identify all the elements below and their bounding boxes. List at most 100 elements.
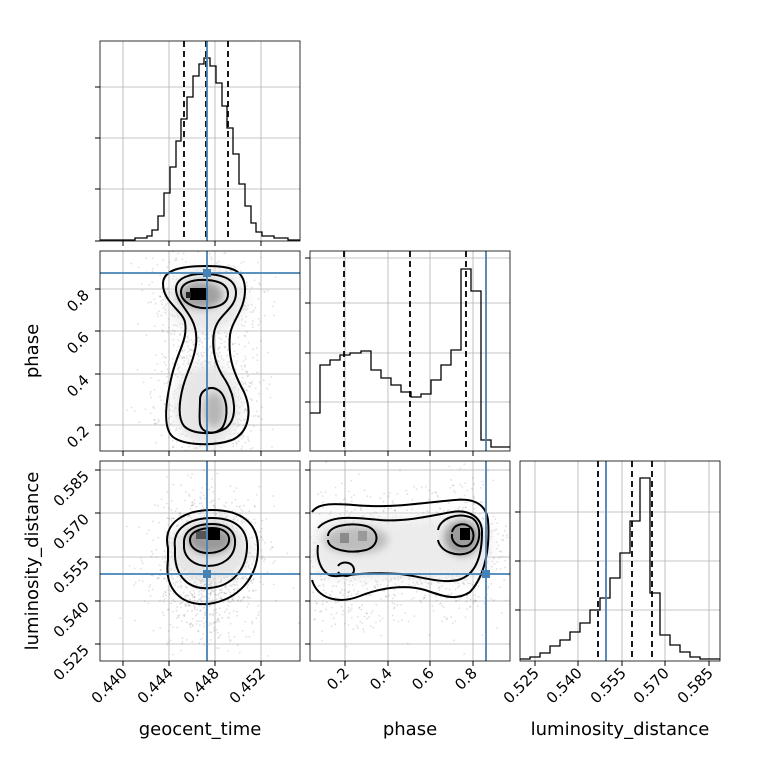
sample-point: [244, 408, 247, 410]
sample-point: [303, 620, 305, 622]
sample-point: [240, 401, 243, 404]
sample-point: [217, 360, 220, 362]
sample-point: [240, 448, 243, 450]
sample-point: [362, 628, 365, 631]
sample-point: [193, 605, 196, 608]
y-ticks-hidden: [305, 257, 310, 403]
sample-point: [199, 624, 201, 626]
sample-point: [415, 582, 418, 584]
tick-label: 0.4: [366, 664, 396, 694]
sample-point: [463, 653, 466, 655]
sample-point: [180, 518, 183, 521]
sample-point: [149, 377, 152, 379]
sample-point: [266, 571, 269, 574]
sample-point: [245, 529, 248, 532]
sample-point: [449, 487, 452, 489]
sample-point: [219, 597, 222, 599]
sample-point: [304, 580, 306, 582]
sample-point: [232, 265, 235, 267]
sample-point: [217, 594, 220, 597]
sample-point: [331, 590, 333, 593]
sample-point: [175, 609, 178, 612]
sample-point: [215, 513, 217, 515]
sample-point: [453, 490, 455, 492]
tick-label: 0.570: [50, 510, 93, 553]
sample-point: [355, 593, 357, 595]
sample-point: [300, 594, 302, 596]
sample-point: [148, 586, 151, 588]
sample-point: [232, 445, 235, 448]
sample-point: [495, 568, 498, 571]
sample-point: [244, 345, 246, 348]
sample-point: [190, 505, 193, 507]
sample-point: [270, 376, 273, 378]
sample-point: [215, 598, 218, 600]
sample-point: [219, 589, 222, 592]
sample-point: [384, 577, 387, 580]
sample-point: [126, 409, 128, 411]
sample-point: [224, 592, 227, 595]
sample-point: [321, 630, 324, 633]
sample-point: [357, 616, 359, 618]
sample-point: [247, 584, 250, 586]
sample-point: [169, 590, 172, 592]
sample-point: [458, 607, 461, 609]
sample-point: [353, 494, 355, 496]
sample-point: [198, 512, 201, 515]
sample-point: [191, 593, 194, 596]
sample-point: [185, 357, 188, 360]
tick-label: 0.555: [587, 664, 630, 707]
sample-point: [243, 520, 246, 523]
sample-point: [481, 501, 484, 503]
sample-point: [164, 340, 167, 343]
sample-point: [250, 286, 253, 289]
sample-point: [199, 589, 202, 591]
sample-point: [193, 246, 195, 248]
sample-point: [208, 643, 211, 645]
sample-point: [258, 381, 261, 384]
sample-point: [193, 502, 196, 505]
sample-point: [209, 594, 212, 597]
sample-point: [255, 617, 258, 620]
sample-point: [464, 616, 467, 619]
sample-point: [445, 587, 448, 590]
sample-point: [447, 593, 450, 596]
sample-point: [454, 491, 457, 494]
sample-point: [189, 623, 192, 626]
sample-point: [180, 620, 183, 622]
sample-point: [240, 270, 242, 272]
sample-point: [147, 589, 150, 592]
sample-point: [427, 582, 429, 585]
sample-point: [252, 415, 255, 418]
sample-point: [234, 511, 237, 513]
sample-point: [179, 585, 182, 587]
sample-point: [324, 577, 326, 580]
sample-point: [159, 295, 162, 298]
sample-point: [393, 509, 396, 511]
sample-point: [172, 599, 175, 601]
sample-point: [187, 515, 190, 518]
sample-point: [283, 510, 285, 512]
sample-point: [321, 603, 324, 606]
sample-point: [190, 593, 193, 595]
sample-point: [211, 478, 213, 480]
sample-point: [436, 496, 439, 498]
sample-point: [469, 605, 471, 608]
sample-point: [161, 611, 164, 614]
sample-point: [392, 619, 395, 622]
sample-point: [181, 642, 183, 645]
sample-point: [426, 510, 429, 513]
sample-point: [263, 314, 266, 317]
sample-point: [350, 496, 353, 499]
sample-point: [245, 635, 248, 638]
sample-point: [457, 582, 460, 585]
panel-hist-phase: [305, 250, 511, 452]
sample-point: [339, 513, 341, 516]
sample-point: [274, 276, 277, 278]
sample-point: [233, 355, 236, 357]
sample-point: [215, 629, 218, 631]
sample-point: [171, 278, 174, 280]
sample-point: [165, 531, 167, 534]
sample-point: [188, 605, 191, 607]
sample-point: [304, 522, 306, 524]
